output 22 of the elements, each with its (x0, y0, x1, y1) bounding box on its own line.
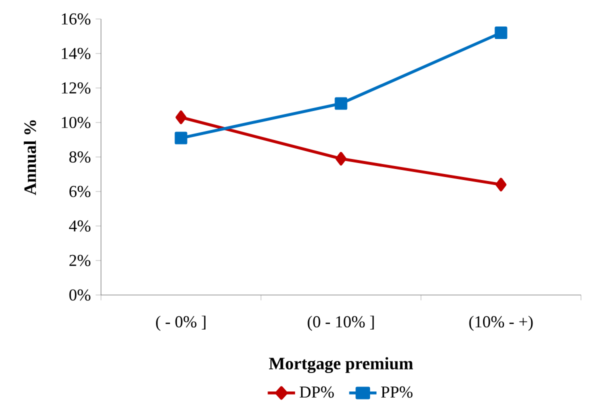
point (174, 132, 188, 144)
y-tick-label: 2% (69, 254, 90, 266)
point (176, 110, 186, 124)
y-tick-label: 10% (62, 116, 90, 128)
x-tick-label: (10% - +) (469, 316, 533, 331)
y-tick-label: 4% (69, 220, 90, 232)
point (494, 26, 508, 40)
x-axis-title: Mortgage premium (269, 357, 413, 374)
y-tick-label: 6% (69, 186, 90, 198)
y-tick-label: 14% (62, 48, 90, 60)
y-tick-label: 8% (69, 151, 90, 163)
x-tick-label: ( - 0% ] (156, 316, 206, 331)
y-tick-label: 0% (69, 289, 90, 301)
y-tick-label: 12% (62, 82, 90, 94)
point (496, 178, 506, 192)
point (336, 152, 346, 166)
legend-label: DP% (300, 386, 334, 398)
y-tick-label: 16% (62, 13, 90, 25)
point (334, 97, 348, 110)
x-tick-label: (0 - 10% ] (308, 316, 374, 331)
y-axis-title: Annual % (24, 120, 36, 196)
legend-label: PP% (381, 386, 412, 398)
